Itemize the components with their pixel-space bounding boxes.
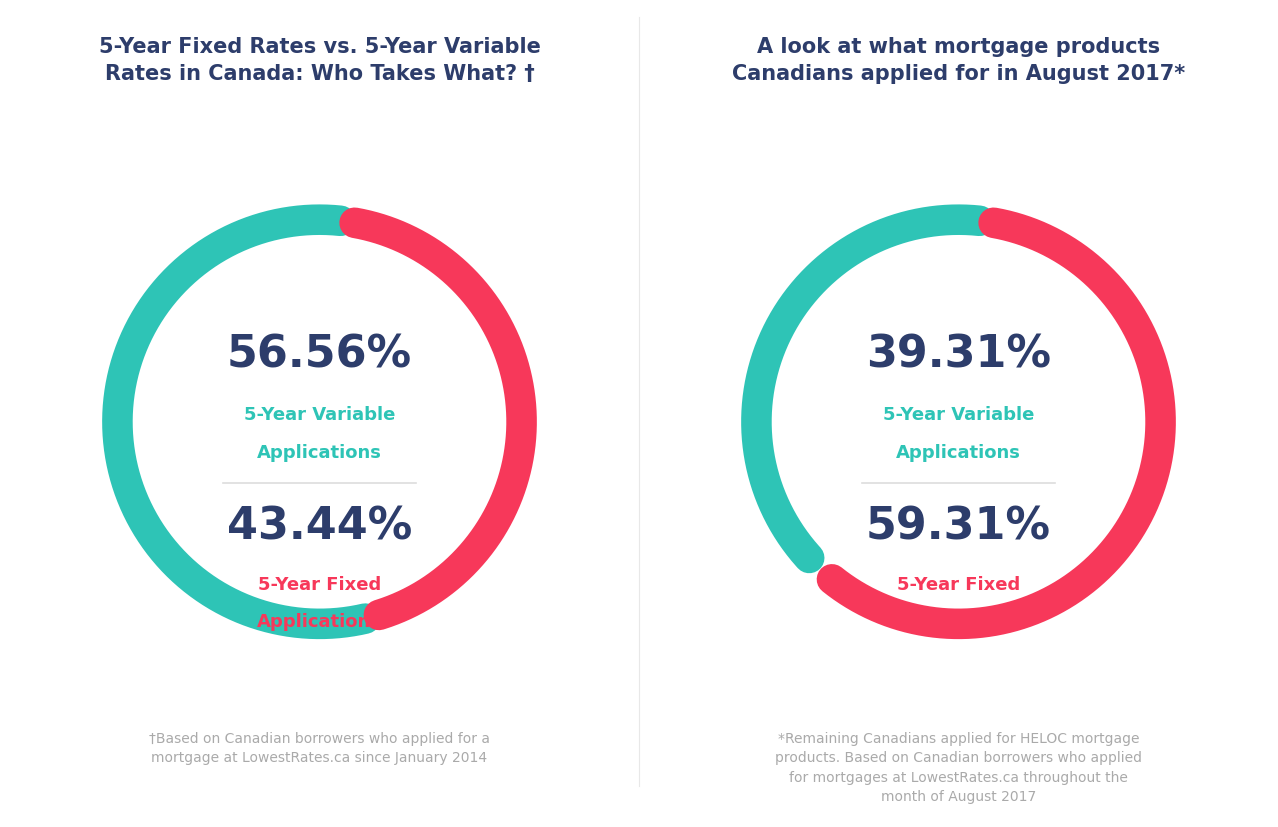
Text: *Remaining Canadians applied for HELOC mortgage
products. Based on Canadian borr: *Remaining Canadians applied for HELOC m… (774, 732, 1143, 805)
Circle shape (792, 256, 1125, 587)
Text: Applications: Applications (896, 444, 1021, 462)
Text: †Based on Canadian borrowers who applied for a
mortgage at LowestRates.ca since : †Based on Canadian borrowers who applied… (150, 732, 489, 766)
Circle shape (153, 256, 486, 587)
Text: Applications: Applications (257, 613, 382, 631)
Text: 43.44%: 43.44% (227, 505, 412, 548)
Text: Applications: Applications (257, 444, 382, 462)
Text: 39.31%: 39.31% (866, 333, 1051, 376)
Text: Applications: Applications (896, 613, 1021, 631)
Text: A look at what mortgage products
Canadians applied for in August 2017*: A look at what mortgage products Canadia… (732, 37, 1185, 84)
Text: 59.31%: 59.31% (866, 505, 1051, 548)
Text: 5-Year Variable: 5-Year Variable (244, 406, 395, 423)
Text: 5-Year Fixed: 5-Year Fixed (897, 576, 1020, 594)
Text: 5-Year Fixed Rates vs. 5-Year Variable
Rates in Canada: Who Takes What? †: 5-Year Fixed Rates vs. 5-Year Variable R… (98, 37, 541, 84)
Text: 5-Year Variable: 5-Year Variable (883, 406, 1034, 423)
Text: 56.56%: 56.56% (227, 333, 412, 376)
Text: 5-Year Fixed: 5-Year Fixed (258, 576, 381, 594)
